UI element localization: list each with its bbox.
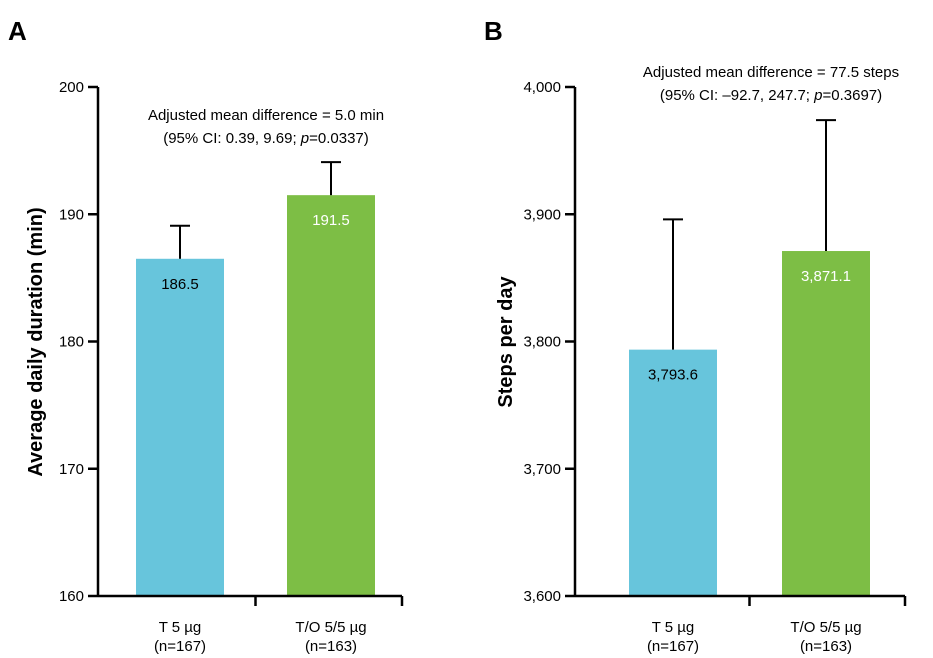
panel-b: B Steps per day Adjusted mean difference… — [484, 16, 907, 655]
y-tick-label-a-4: 190 — [59, 206, 84, 223]
y-tick-label-a-1: 160 — [59, 588, 84, 605]
panel-letter-b: B — [484, 16, 503, 46]
category-label-b-2: T/O 5/5 µg — [790, 619, 861, 636]
bar-value-label-a-2: 191.5 — [312, 212, 350, 229]
category-label-b-1: T 5 µg — [652, 619, 695, 636]
panel-letter-a: A — [8, 16, 27, 46]
y-tick-label-a-2: 170 — [59, 461, 84, 478]
y-tick-label-b-5: 4,000 — [523, 79, 561, 96]
annotation-line2-prefix-a: (95% CI: 0.39, 9.69; — [163, 130, 301, 147]
y-tick-label-b-3: 3,800 — [523, 334, 561, 351]
category-n-label-a-1: (n=167) — [154, 638, 206, 655]
y-axis-title-b: Steps per day — [495, 276, 517, 408]
bar-a-1 — [136, 258, 224, 596]
annotation-line2-suffix-b: =0.3697) — [822, 87, 882, 104]
annotation-p-italic-a: p — [300, 130, 309, 147]
category-n-label-a-2: (n=163) — [305, 638, 357, 655]
annotation-line2-suffix-a: =0.0337) — [309, 130, 369, 147]
annotation-p-italic-b: p — [813, 87, 822, 104]
y-tick-label-b-4: 3,900 — [523, 206, 561, 223]
bar-a-2 — [287, 195, 375, 596]
y-tick-label-a-5: 200 — [59, 79, 84, 96]
bar-b-1 — [629, 349, 717, 596]
category-n-label-b-1: (n=167) — [647, 638, 699, 655]
bar-value-label-a-1: 186.5 — [161, 276, 199, 293]
y-tick-label-b-1: 3,600 — [523, 588, 561, 605]
category-n-label-b-2: (n=163) — [800, 638, 852, 655]
annotation-line2-a: (95% CI: 0.39, 9.69; p=0.0337) — [163, 130, 369, 147]
y-tick-label-a-3: 180 — [59, 334, 84, 351]
annotation-line2-prefix-b: (95% CI: –92.7, 247.7; — [660, 87, 814, 104]
y-axis-title-a: Average daily duration (min) — [25, 207, 47, 476]
annotation-line1-b: Adjusted mean difference = 77.5 steps — [643, 64, 899, 81]
annotation-line2-b: (95% CI: –92.7, 247.7; p=0.3697) — [660, 87, 882, 104]
annotation-line1-a: Adjusted mean difference = 5.0 min — [148, 107, 384, 124]
bar-value-label-b-2: 3,871.1 — [801, 268, 851, 285]
panel-a: A Average daily duration (min) Adjusted … — [8, 16, 404, 655]
category-label-a-1: T 5 µg — [159, 619, 202, 636]
y-tick-label-b-2: 3,700 — [523, 461, 561, 478]
category-label-a-2: T/O 5/5 µg — [295, 619, 366, 636]
bar-value-label-b-1: 3,793.6 — [648, 367, 698, 384]
bar-b-2 — [782, 251, 870, 596]
